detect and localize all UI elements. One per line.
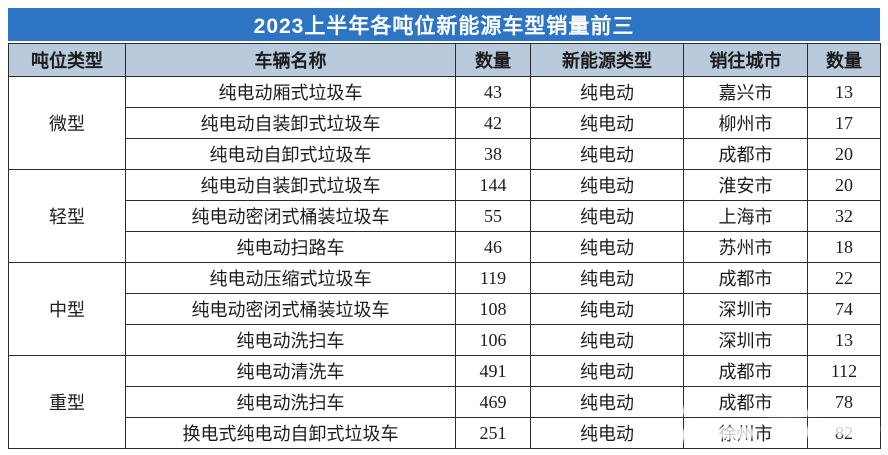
vehicle-name-cell: 纯电动密闭式桶装垃圾车 (125, 200, 456, 232)
group-label-cell: 轻型 (8, 169, 126, 263)
header-row: 吨位类型 车辆名称 数量 新能源类型 销往城市 数量 (8, 43, 881, 77)
city-cell: 柳州市 (683, 107, 808, 139)
header-cell-tonnage: 吨位类型 (8, 43, 126, 77)
energy-type-cell: 纯电动 (530, 138, 684, 170)
city-qty-cell: 22 (807, 262, 881, 294)
qty-cell: 42 (455, 107, 531, 139)
city-qty-cell: 74 (807, 293, 881, 325)
energy-type-cell: 纯电动 (530, 231, 684, 263)
qty-cell: 469 (455, 386, 531, 418)
table-row: 纯电动扫路车 46 纯电动 苏州市 18 (9, 231, 881, 263)
city-cell: 成都市 (683, 386, 808, 418)
city-qty-cell: 13 (807, 76, 881, 108)
sales-table: 吨位类型 车辆名称 数量 新能源类型 销往城市 数量 微型 纯电动厢式垃圾车 4… (8, 43, 881, 449)
city-cell: 深圳市 (683, 324, 808, 356)
header-cell-vehicle: 车辆名称 (125, 43, 456, 77)
header-cell-energy: 新能源类型 (530, 43, 684, 77)
table-row: 轻型 纯电动自装卸式垃圾车 144 纯电动 淮安市 20 (8, 169, 881, 263)
qty-cell: 55 (455, 200, 531, 232)
energy-type-cell: 纯电动 (530, 107, 684, 139)
city-qty-cell: 18 (807, 231, 881, 263)
vehicle-name-cell: 纯电动扫路车 (125, 231, 456, 263)
city-cell: 徐州市 (683, 417, 808, 449)
city-qty-cell: 20 (807, 138, 881, 170)
table-row: 纯电动洗扫车 469 纯电动 成都市 78 (9, 386, 881, 418)
vehicle-name-cell: 纯电动自装卸式垃圾车 (125, 169, 456, 201)
page-title: 2023上半年各吨位新能源车型销量前三 (253, 14, 635, 38)
vehicle-name-cell: 纯电动厢式垃圾车 (125, 76, 456, 108)
energy-type-cell: 纯电动 (530, 355, 684, 387)
header-cell-city: 销往城市 (683, 43, 808, 77)
city-cell: 苏州市 (683, 231, 808, 263)
energy-type-cell: 纯电动 (530, 200, 684, 232)
table-row: 换电式纯电动自卸式垃圾车 251 纯电动 徐州市 82 (9, 417, 881, 449)
qty-cell: 251 (455, 417, 531, 449)
city-cell: 淮安市 (683, 169, 808, 201)
qty-cell: 108 (455, 293, 531, 325)
qty-cell: 119 (455, 262, 531, 294)
qty-cell: 43 (455, 76, 531, 108)
table-row: 纯电动密闭式桶装垃圾车 55 纯电动 上海市 32 (9, 200, 881, 232)
vehicle-name-cell: 纯电动自卸式垃圾车 (125, 138, 456, 170)
city-cell: 嘉兴市 (683, 76, 808, 108)
energy-type-cell: 纯电动 (530, 262, 684, 294)
qty-cell: 491 (455, 355, 531, 387)
energy-type-cell: 纯电动 (530, 76, 684, 108)
table-row: 中型 纯电动压缩式垃圾车 119 纯电动 成都市 22 (8, 262, 881, 356)
qty-cell: 106 (455, 324, 531, 356)
table-row: 纯电动自卸式垃圾车 38 纯电动 成都市 20 (9, 138, 881, 170)
group-label-cell: 微型 (8, 76, 126, 170)
city-qty-cell: 17 (807, 107, 881, 139)
energy-type-cell: 纯电动 (530, 293, 684, 325)
city-qty-cell: 13 (807, 324, 881, 356)
vehicle-name-cell: 换电式纯电动自卸式垃圾车 (125, 417, 456, 449)
vehicle-name-cell: 纯电动清洗车 (125, 355, 456, 387)
table-row: 重型 纯电动清洗车 491 纯电动 成都市 112 (8, 355, 881, 449)
energy-type-cell: 纯电动 (530, 386, 684, 418)
group-label-cell: 中型 (8, 262, 126, 356)
table-row: 纯电动自装卸式垃圾车 42 纯电动 柳州市 17 (9, 107, 881, 139)
city-cell: 成都市 (683, 262, 808, 294)
city-qty-cell: 112 (807, 355, 881, 387)
qty-cell: 38 (455, 138, 531, 170)
energy-type-cell: 纯电动 (530, 169, 684, 201)
qty-cell: 46 (455, 231, 531, 263)
table-row: 微型 纯电动厢式垃圾车 43 纯电动 嘉兴市 13 (8, 76, 881, 170)
group-label-cell: 重型 (8, 355, 126, 449)
energy-type-cell: 纯电动 (530, 324, 684, 356)
qty-cell: 144 (455, 169, 531, 201)
title-bar: 2023上半年各吨位新能源车型销量前三 (8, 8, 880, 41)
city-qty-cell: 32 (807, 200, 881, 232)
vehicle-name-cell: 纯电动密闭式桶装垃圾车 (125, 293, 456, 325)
vehicle-name-cell: 纯电动洗扫车 (125, 324, 456, 356)
vehicle-name-cell: 纯电动自装卸式垃圾车 (125, 107, 456, 139)
table-row: 纯电动洗扫车 106 纯电动 深圳市 13 (9, 324, 881, 356)
city-cell: 深圳市 (683, 293, 808, 325)
table-row: 纯电动密闭式桶装垃圾车 108 纯电动 深圳市 74 (9, 293, 881, 325)
vehicle-name-cell: 纯电动压缩式垃圾车 (125, 262, 456, 294)
city-qty-cell: 20 (807, 169, 881, 201)
city-cell: 成都市 (683, 138, 808, 170)
city-cell: 上海市 (683, 200, 808, 232)
vehicle-name-cell: 纯电动洗扫车 (125, 386, 456, 418)
header-cell-city-qty: 数量 (807, 43, 881, 77)
city-qty-cell: 82 (807, 417, 881, 449)
city-qty-cell: 78 (807, 386, 881, 418)
energy-type-cell: 纯电动 (530, 417, 684, 449)
city-cell: 成都市 (683, 355, 808, 387)
header-cell-qty: 数量 (455, 43, 531, 77)
